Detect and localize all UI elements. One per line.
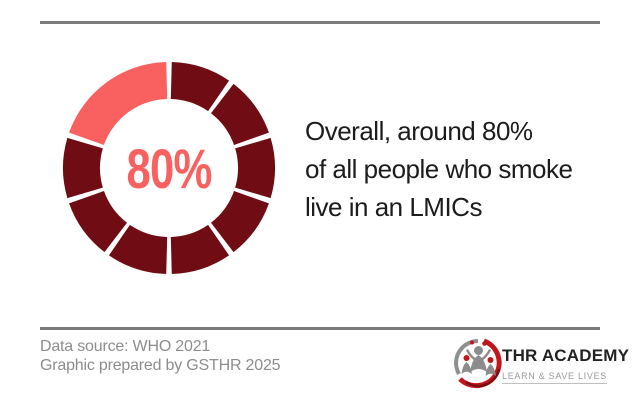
donut-segment-lmic-share-2 bbox=[211, 83, 269, 145]
top-rule bbox=[40, 21, 600, 24]
headline-line-1: Overall, around 80% bbox=[305, 116, 533, 146]
donut-segment-lmic-share-4 bbox=[211, 191, 269, 253]
headline-line-2: of all people who smoke bbox=[305, 154, 573, 184]
logo-tagline: LEARN & SAVE LIVES bbox=[502, 371, 607, 384]
footer-rule bbox=[40, 327, 600, 330]
thr-academy-emblem-icon bbox=[454, 338, 502, 389]
donut-segment-lmic-share-7 bbox=[69, 191, 127, 253]
prepared-by-text: Graphic prepared by GSTHR 2025 bbox=[40, 357, 281, 374]
donut-segment-lmic-share-3 bbox=[235, 137, 275, 199]
donut-chart: 80% bbox=[62, 61, 276, 275]
donut-segment-lmic-share-1 bbox=[170, 62, 230, 112]
donut-segment-lmic-share-6 bbox=[108, 224, 168, 274]
donut-segment-other-share bbox=[69, 62, 168, 145]
donut-center-label: 80% bbox=[126, 136, 212, 200]
logo-text-block: THR ACADEMY LEARN & SAVE LIVES bbox=[502, 346, 629, 384]
donut-chart-svg bbox=[63, 62, 275, 274]
headline: Overall, around 80% of all people who sm… bbox=[305, 112, 573, 226]
donut-segment-lmic-share-8 bbox=[63, 137, 103, 199]
footer-credits: Data source: WHO 2021 Graphic prepared b… bbox=[40, 337, 281, 375]
data-source-text: Data source: WHO 2021 bbox=[40, 338, 211, 355]
headline-line-3: live in an LMICs bbox=[305, 192, 482, 222]
donut-segment-lmic-share-5 bbox=[170, 224, 230, 274]
thr-academy-logo: THR ACADEMY LEARN & SAVE LIVES bbox=[451, 334, 629, 392]
logo-title: THR ACADEMY bbox=[502, 346, 630, 365]
